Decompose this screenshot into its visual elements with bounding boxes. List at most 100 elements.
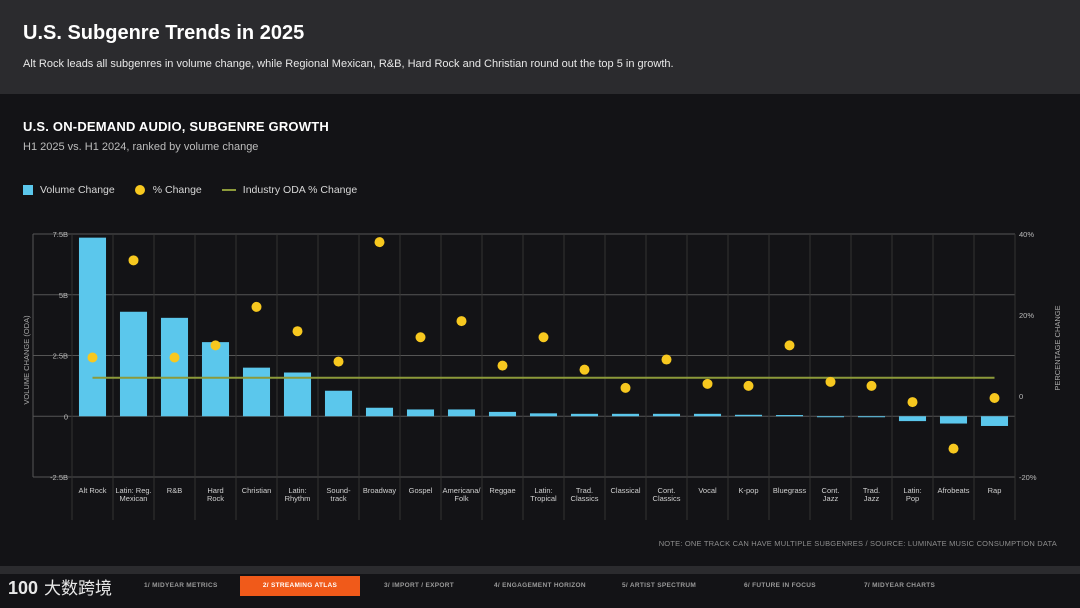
category-label: Afrobeats [937,486,969,495]
bar [734,414,763,417]
category-label-line: Latin: [903,486,921,495]
category-label-line: Reggae [489,486,515,495]
percent-dot [538,332,549,343]
bar [652,413,681,417]
category-label: Cont. Jazz [822,486,840,503]
bar [529,413,558,417]
category-label-line: Trad. [863,486,880,495]
chart-title: U.S. ON-DEMAND AUDIO, SUBGENRE GROWTH [23,119,329,134]
bar [611,413,640,417]
percent-dot [456,316,467,327]
category-label: Latin: Reg. Mexican [115,486,151,503]
nav-item-3[interactable]: 3/ IMPORT / EXPORT [384,582,455,589]
category-label: Latin: Pop [903,486,921,503]
category-label-line: Rock [207,494,224,503]
bar [447,409,476,417]
category-label: K-pop [738,486,758,495]
nav-item-2[interactable]: 2/ STREAMING ATLAS [240,576,360,596]
section-nav: 1/ MIDYEAR METRICS 2/ STREAMING ATLAS 3/ I… [0,576,1080,596]
percent-dot [661,354,672,365]
category-label-line: track [330,494,347,503]
page-title: U.S. Subgenre Trends in 2025 [23,22,305,44]
bar [488,411,517,417]
percent-dot [374,237,385,248]
bar [283,372,312,417]
percent-dot [907,397,918,408]
category-label-line: Pop [906,494,919,503]
category-label-line: Classics [653,494,681,503]
category-label-line: Gospel [409,486,433,495]
y-tick-label: 7.5B [53,230,68,239]
category-label-line: Afrobeats [937,486,969,495]
category-label-line: Broadway [363,486,397,495]
nav-item-1[interactable]: 1/ MIDYEAR METRICS [144,582,218,589]
bar [857,416,886,418]
category-label-line: Mexican [120,494,148,503]
percent-dot [87,352,98,363]
category-label: Gospel [409,486,433,495]
category-label-line: Jazz [823,494,839,503]
category-label: Bluegrass [773,486,807,495]
y2-tick-label: 20% [1019,311,1034,320]
legend-industry: Industry ODA % Change [221,184,358,196]
nav-item-5[interactable]: 5/ ARTIST SPECTRUM [622,582,697,589]
category-label-line: Hard [207,486,223,495]
percent-dot [579,364,590,375]
category-label: Alt Rock [79,486,107,495]
category-label-line: Folk [454,494,468,503]
category-label: Trad. Jazz [863,486,880,503]
bar [816,416,845,418]
category-label: Latin: Tropical [530,486,557,503]
header-band: U.S. Subgenre Trends in 2025 Alt Rock le… [0,0,1080,94]
bar [242,367,271,417]
bar [980,416,1009,426]
logo-mark: 100 [8,578,39,598]
source-note: NOTE: ONE TRACK CAN HAVE MULTIPLE SUBGEN… [658,539,1057,548]
bar [693,413,722,417]
legend-industry-label: Industry ODA % Change [242,184,358,196]
legend-line-swatch [221,189,236,191]
chart-subtitle: H1 2025 vs. H1 2024, ranked by volume ch… [23,141,259,153]
category-label: Broadway [363,486,397,495]
nav-item-6[interactable]: 6/ FUTURE IN FOCUS [744,582,816,589]
category-label-line: Christian [242,486,272,495]
category-label-line: Sound- [326,486,351,495]
category-label-line: Cont. [822,486,840,495]
category-label-line: K-pop [738,486,758,495]
percent-dot [989,393,1000,404]
percent-dot [497,360,508,371]
y2-tick-label: -20% [1019,473,1037,482]
category-label-line: Vocal [698,486,717,495]
watermark-logo: 100 大数跨境 [8,574,112,599]
percent-dot [743,380,754,391]
percent-dot [620,382,631,393]
percent-dot [333,356,344,367]
percent-dot [866,380,877,391]
y-axis-title: VOLUME CHANGE (ODA) [22,315,31,405]
legend-dot-swatch [134,185,145,195]
category-label-line: Trad. [576,486,593,495]
category-label: Cont. Classics [653,486,681,503]
category-label: Sound-track [326,486,351,503]
bar [324,390,353,417]
percent-dot [784,340,795,351]
bar [160,317,189,417]
bar [406,409,435,417]
category-label: Rap [988,486,1002,495]
bar [939,416,968,424]
legend-percent: % Change [134,184,202,196]
category-label-line: Cont. [658,486,676,495]
legend-percent-label: % Change [152,184,202,196]
percent-dot [210,340,221,351]
percent-dot [825,376,836,387]
category-label: R&B [167,486,182,495]
category-label: Vocal [698,486,717,495]
percent-dot [292,326,303,337]
percent-dot [415,332,426,343]
nav-item-7[interactable]: 7/ MIDYEAR CHARTS [864,582,936,589]
bar [201,342,230,417]
nav-item-4[interactable]: 4/ ENGAGEMENT HORIZON [494,582,586,589]
category-label-line: Latin: Reg. [115,486,151,495]
bar [119,311,148,417]
percent-dot [948,443,959,454]
